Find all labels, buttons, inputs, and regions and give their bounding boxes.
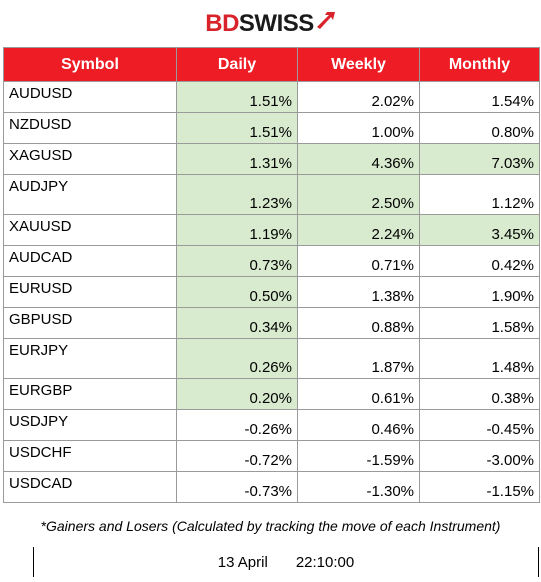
table-row: USDCAD -0.73% -1.30% -1.15%: [3, 471, 540, 503]
cell-monthly: 3.45%: [419, 214, 540, 246]
cell-symbol: EURUSD: [3, 276, 177, 308]
cell-weekly: 2.24%: [297, 214, 420, 246]
cell-symbol: GBPUSD: [3, 307, 177, 339]
cell-daily: 0.26%: [176, 338, 298, 379]
cell-weekly: 2.02%: [297, 81, 420, 113]
cell-symbol: AUDUSD: [3, 81, 177, 113]
cell-monthly: 1.54%: [419, 81, 540, 113]
table-header-row: Symbol Daily Weekly Monthly: [3, 47, 540, 82]
cell-weekly: 4.36%: [297, 143, 420, 175]
cell-monthly: 0.80%: [419, 112, 540, 144]
cell-symbol: AUDCAD: [3, 245, 177, 277]
cell-symbol: USDCHF: [3, 440, 177, 472]
header-daily: Daily: [176, 47, 298, 82]
cell-weekly: 0.46%: [297, 409, 420, 441]
cell-symbol: EURGBP: [3, 378, 177, 410]
cell-monthly: 0.42%: [419, 245, 540, 277]
table-row: USDJPY -0.26% 0.46% -0.45%: [3, 409, 540, 441]
table-row: USDCHF -0.72% -1.59% -3.00%: [3, 440, 540, 472]
brand-name-bd: BD: [205, 10, 239, 37]
table-row: XAUUSD 1.19% 2.24% 3.45%: [3, 214, 540, 246]
cell-symbol: XAUUSD: [3, 214, 177, 246]
bdswiss-arrow-logo-icon: [316, 12, 335, 29]
cell-monthly: -0.45%: [419, 409, 540, 441]
brand-logo: BD SWISS: [0, 8, 541, 40]
footnote: *Gainers and Losers (Calculated by track…: [40, 518, 501, 534]
cell-daily: -0.72%: [176, 440, 298, 472]
cell-daily: 1.19%: [176, 214, 298, 246]
cell-weekly: 0.71%: [297, 245, 420, 277]
header-symbol: Symbol: [3, 47, 177, 82]
cell-symbol: USDCAD: [3, 471, 177, 503]
table-row: GBPUSD 0.34% 0.88% 1.58%: [3, 307, 540, 339]
table-row: XAGUSD 1.31% 4.36% 7.03%: [3, 143, 540, 175]
cell-daily: -0.73%: [176, 471, 298, 503]
table-row: EURJPY 0.26% 1.87% 1.48%: [3, 338, 540, 379]
brand-name-swiss: SWISS: [238, 10, 314, 37]
table-row: NZDUSD 1.51% 1.00% 0.80%: [3, 112, 540, 144]
cell-symbol: EURJPY: [3, 338, 177, 379]
cell-daily: 1.23%: [176, 174, 298, 215]
performance-table: Symbol Daily Weekly Monthly AUDUSD 1.51% 2…: [3, 47, 540, 503]
cell-monthly: 0.38%: [419, 378, 540, 410]
table-row: AUDUSD 1.51% 2.02% 1.54%: [3, 81, 540, 113]
header-monthly: Monthly: [419, 47, 540, 82]
timestamp-box: 13 April 22:10:00: [33, 547, 539, 577]
cell-weekly: 2.50%: [297, 174, 420, 215]
table-row: EURGBP 0.20% 0.61% 0.38%: [3, 378, 540, 410]
cell-weekly: 1.38%: [297, 276, 420, 308]
cell-daily: 0.73%: [176, 245, 298, 277]
cell-monthly: 1.58%: [419, 307, 540, 339]
cell-daily: 1.51%: [176, 81, 298, 113]
cell-symbol: NZDUSD: [3, 112, 177, 144]
timestamp-time: 22:10:00: [295, 553, 355, 571]
cell-weekly: -1.59%: [297, 440, 420, 472]
cell-monthly: -3.00%: [419, 440, 540, 472]
header-weekly: Weekly: [297, 47, 420, 82]
cell-weekly: -1.30%: [297, 471, 420, 503]
cell-weekly: 0.61%: [297, 378, 420, 410]
cell-monthly: 1.90%: [419, 276, 540, 308]
cell-daily: 1.51%: [176, 112, 298, 144]
cell-daily: -0.26%: [176, 409, 298, 441]
table-row: AUDCAD 0.73% 0.71% 0.42%: [3, 245, 540, 277]
cell-symbol: XAGUSD: [3, 143, 177, 175]
timestamp-date: 13 April: [217, 553, 268, 571]
table-row: AUDJPY 1.23% 2.50% 1.12%: [3, 174, 540, 215]
cell-weekly: 1.87%: [297, 338, 420, 379]
cell-monthly: 1.48%: [419, 338, 540, 379]
cell-monthly: -1.15%: [419, 471, 540, 503]
cell-daily: 0.34%: [176, 307, 298, 339]
cell-daily: 1.31%: [176, 143, 298, 175]
table-row: EURUSD 0.50% 1.38% 1.90%: [3, 276, 540, 308]
cell-symbol: USDJPY: [3, 409, 177, 441]
cell-weekly: 1.00%: [297, 112, 420, 144]
cell-monthly: 7.03%: [419, 143, 540, 175]
cell-daily: 0.20%: [176, 378, 298, 410]
cell-symbol: AUDJPY: [3, 174, 177, 215]
cell-daily: 0.50%: [176, 276, 298, 308]
cell-monthly: 1.12%: [419, 174, 540, 215]
cell-weekly: 0.88%: [297, 307, 420, 339]
